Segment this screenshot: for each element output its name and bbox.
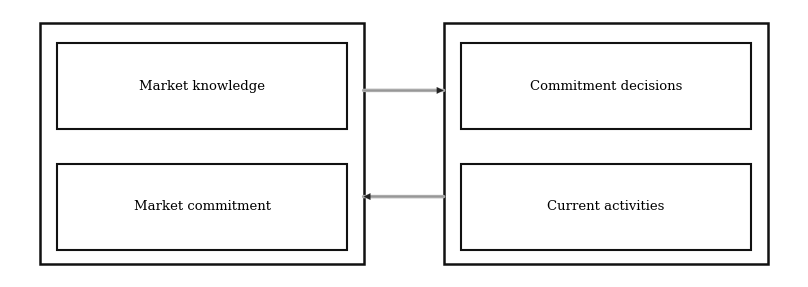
- Bar: [57, 164, 347, 250]
- Text: Commitment decisions: Commitment decisions: [530, 79, 682, 93]
- Text: Market knowledge: Market knowledge: [139, 79, 265, 93]
- Bar: [461, 164, 751, 250]
- Bar: [461, 43, 751, 129]
- Bar: [57, 43, 347, 129]
- Bar: [40, 23, 364, 264]
- Text: Market commitment: Market commitment: [133, 200, 271, 213]
- Text: Current activities: Current activities: [547, 200, 665, 213]
- Bar: [444, 23, 768, 264]
